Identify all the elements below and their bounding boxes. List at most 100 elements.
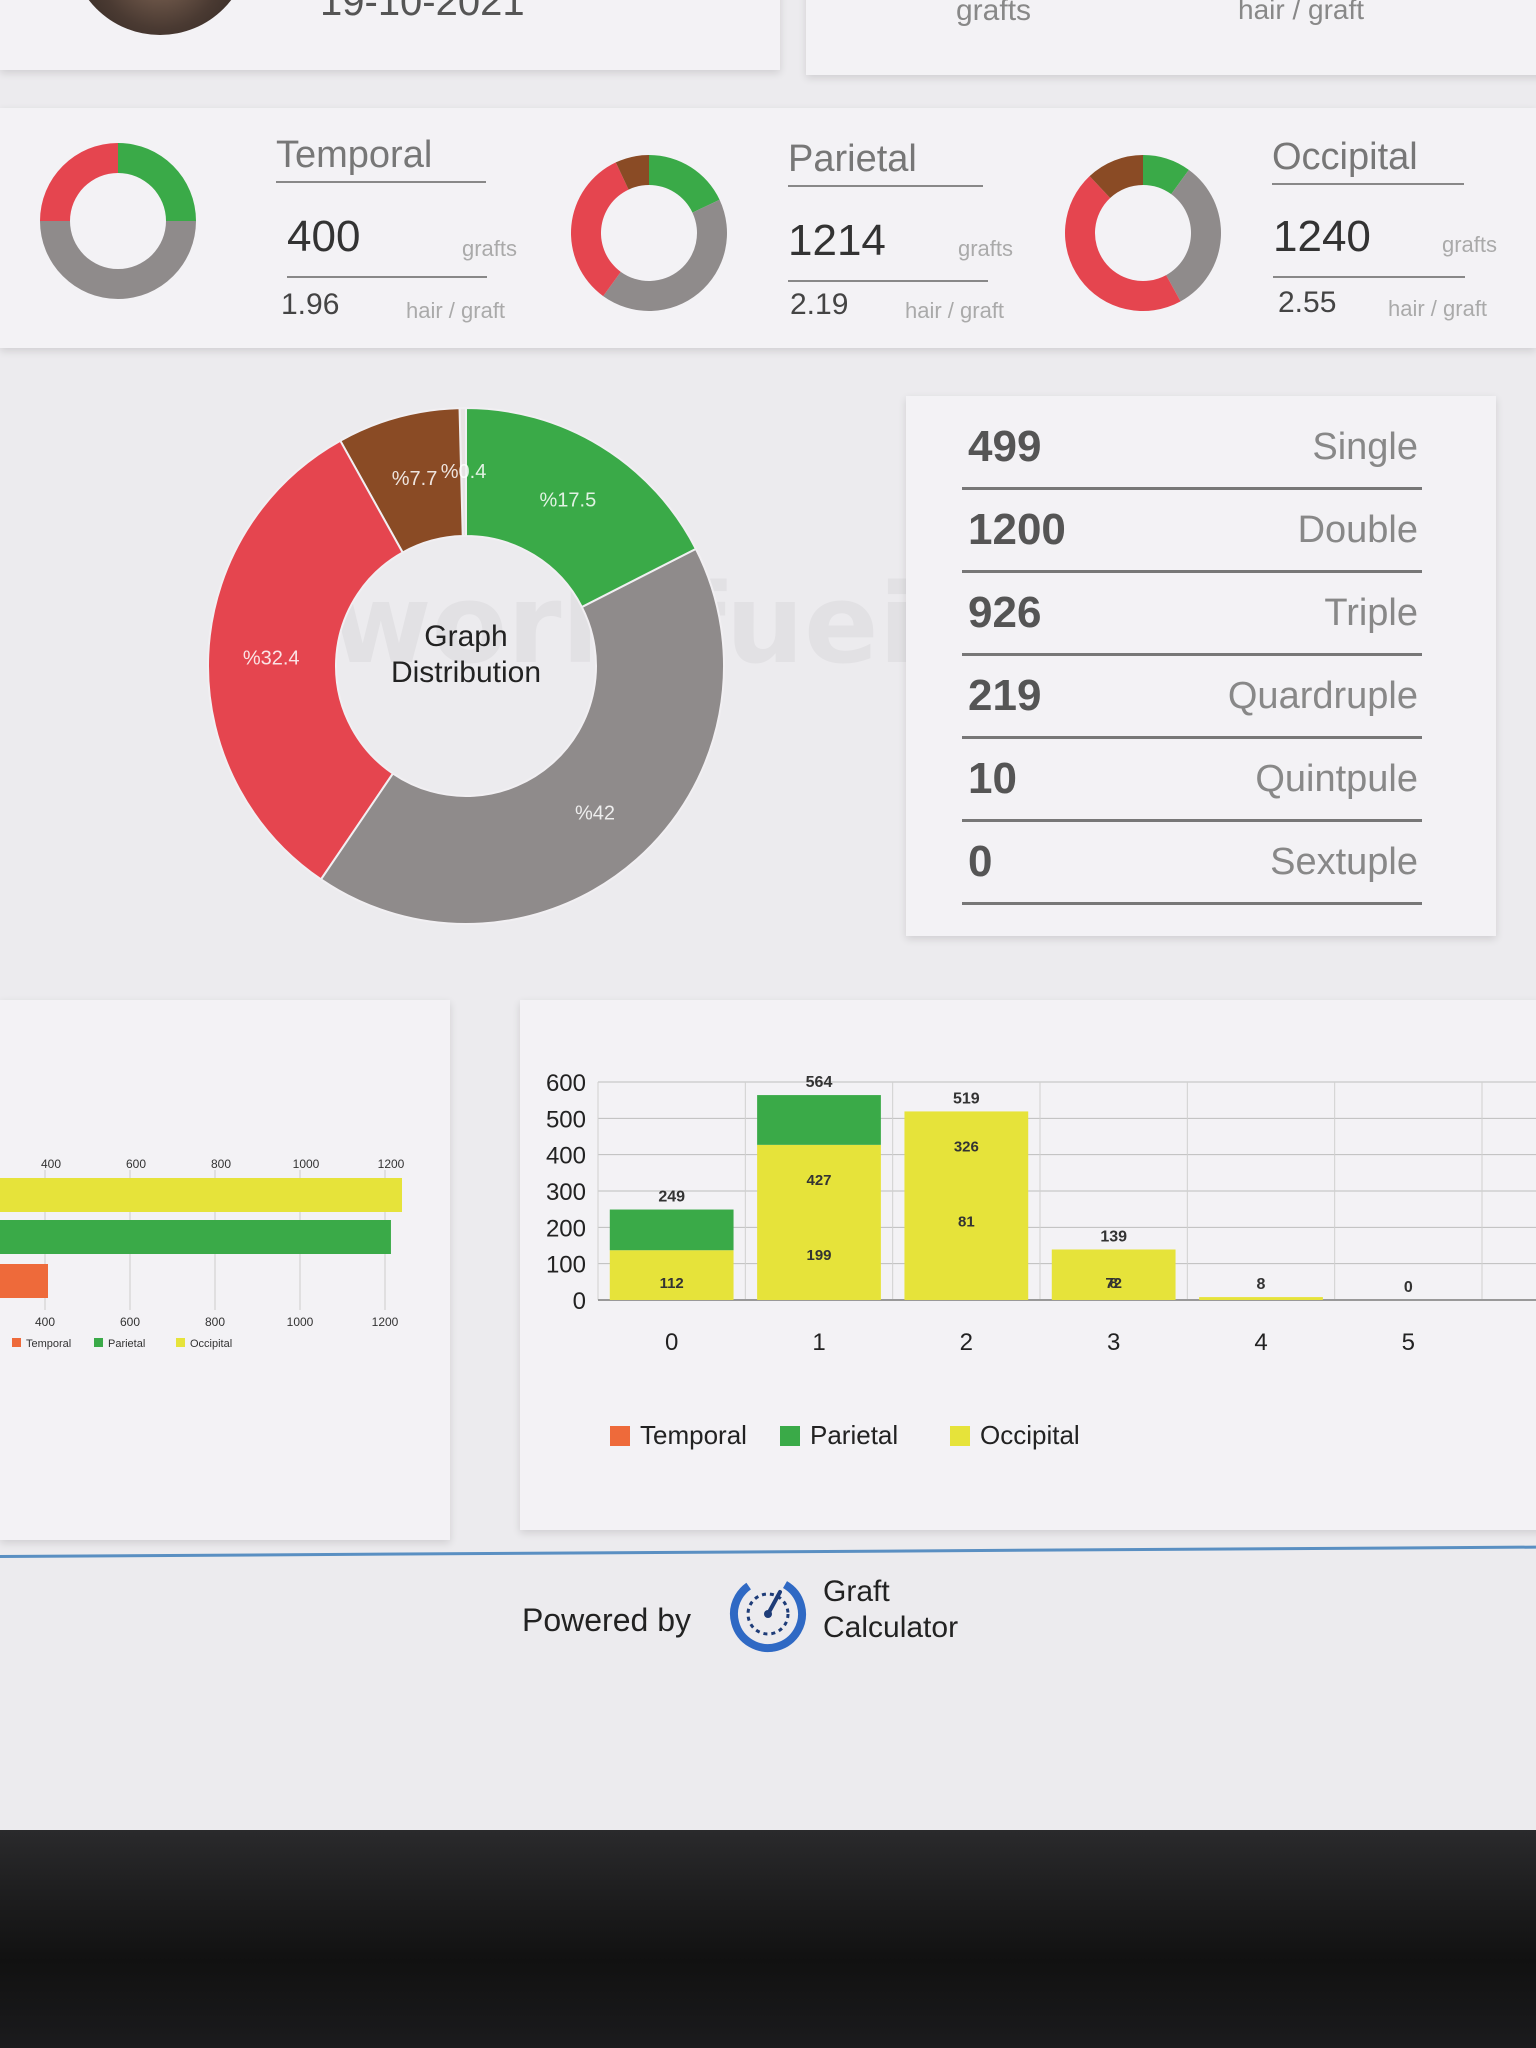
vbar-legend-swatch — [780, 1426, 800, 1446]
stat-value: 499 — [968, 422, 1042, 471]
vbar-x-tick: 1 — [812, 1329, 825, 1356]
temporal-donut — [40, 143, 196, 299]
vbar-y-tick: 200 — [546, 1215, 586, 1242]
totals-card: grafts hair / graft — [806, 0, 1536, 75]
brand-name: Graft Calculator — [823, 1574, 958, 1646]
vbar-segment-label: 8 — [1109, 1275, 1117, 1292]
hbar-legend-swatch — [94, 1338, 103, 1347]
hbar-legend-swatch — [176, 1338, 185, 1347]
hbar-legend-label: Temporal — [26, 1338, 71, 1350]
vbar-total-label: 519 — [953, 1090, 980, 1107]
donut-segment — [1143, 155, 1189, 195]
vbar-total-label: 564 — [806, 1074, 833, 1091]
vbar-segment-occipital — [609, 1250, 734, 1300]
donut-segment — [1166, 169, 1221, 302]
vbar-legend-swatch — [950, 1426, 970, 1446]
stat-value: 0 — [968, 837, 993, 886]
hbar-legend-label: Occipital — [190, 1338, 232, 1350]
vbar-segment-label: 72 — [1105, 1275, 1122, 1292]
donut-segment — [603, 199, 727, 311]
distribution-slice — [319, 547, 725, 925]
patient-card: 19-10-2021 — [0, 0, 780, 70]
stat-label: Quardruple — [1227, 675, 1418, 717]
hbar-legend-swatch — [12, 1338, 21, 1347]
horizontal-bar-chart: 400 600 800 1000 1200 400 600 800 1000 1200 Tempor… — [0, 1157, 405, 1350]
temporal-ratio-unit: hair / graft — [406, 298, 506, 323]
stat-value: 926 — [968, 588, 1042, 637]
brand-line2: Calculator — [823, 1611, 959, 1644]
vbar-legend-label: Temporal — [640, 1420, 747, 1450]
vbar-segment-label: 81 — [958, 1213, 975, 1230]
vbar-segment-label: 199 — [806, 1247, 831, 1264]
distribution-slice — [207, 439, 405, 881]
hbar-top-tick: 400 — [41, 1157, 61, 1171]
distribution-slice-label: %42 — [575, 802, 615, 824]
parietal-ratio: 2.19 — [790, 288, 849, 321]
parietal-label: Parietal — [788, 138, 983, 187]
report-date: 19-10-2021 — [320, 0, 525, 24]
donut-segment — [40, 143, 118, 221]
stat-label: Quintpule — [1255, 758, 1418, 800]
vbar-total-label: 0 — [1404, 1279, 1413, 1296]
parietal-donut — [571, 155, 727, 311]
hbar-bottom-tick: 1000 — [287, 1315, 314, 1329]
hbar-bottom-tick: 1200 — [372, 1315, 399, 1329]
occipital-ratio-unit: hair / graft — [1388, 296, 1488, 321]
distribution-chart: Graph Distribution %17.5 %42 %32.4 %7.7 %0.4 — [207, 406, 725, 925]
occipital-divider — [1273, 276, 1465, 278]
vbar-total-label: 8 — [1257, 1276, 1266, 1293]
donut-segment — [118, 143, 196, 221]
stat-row-single: 499 Single — [962, 410, 1422, 490]
distribution-slice-label: %32.4 — [243, 647, 300, 669]
donut-segment — [649, 155, 720, 213]
donut-segment — [571, 162, 629, 297]
total-hair-unit: hair / graft — [1238, 0, 1365, 25]
distribution-slice-label: %17.5 — [540, 490, 597, 512]
hbar-bar-parietal — [0, 1220, 391, 1254]
vbar-x-tick: 5 — [1402, 1329, 1415, 1356]
stat-row-triple: 926 Triple — [962, 576, 1422, 656]
parietal-grafts: 1214 — [788, 216, 886, 265]
stat-label: Triple — [1324, 592, 1418, 634]
distribution-slice-label: %7.7 — [392, 468, 438, 490]
hbar-top-tick: 1200 — [378, 1157, 405, 1171]
background-surface — [0, 1830, 1536, 2048]
vbar-segment-occipital — [904, 1111, 1029, 1300]
graft-type-card: 499 Single 1200 Double 926 Triple 219 Qu… — [906, 396, 1496, 936]
stat-label: Single — [1312, 426, 1418, 468]
vbar-y-tick: 100 — [546, 1252, 586, 1279]
distribution-slice — [338, 407, 464, 554]
temporal-label: Temporal — [276, 134, 486, 183]
distribution-center-line2: Distribution — [391, 656, 541, 689]
vbar-y-tick: 300 — [546, 1179, 586, 1206]
hbar-bottom-tick: 400 — [35, 1315, 55, 1329]
vbar-y-tick: 400 — [546, 1143, 586, 1170]
occipital-grafts: 1240 — [1273, 212, 1371, 261]
stat-label: Double — [1297, 509, 1418, 551]
vbar-segment-occipital — [1199, 1297, 1323, 1300]
vbar-segment-occipital — [1051, 1249, 1176, 1300]
stacked-bar-chart: 0010010020020030030040040050050060060024… — [546, 1070, 1536, 1450]
temporal-grafts-unit: grafts — [462, 236, 518, 261]
powered-by-text: Powered by — [522, 1602, 691, 1638]
stat-value: 1200 — [968, 505, 1066, 554]
vbar-total-label: 249 — [658, 1189, 685, 1206]
vbar-x-tick: 0 — [665, 1329, 678, 1356]
vbar-legend-swatch — [610, 1426, 630, 1446]
brand-line1: Graft — [823, 1575, 890, 1608]
distribution-slice-label: %0.4 — [441, 461, 487, 483]
hbar-top-tick: 600 — [126, 1157, 146, 1171]
stat-value: 10 — [968, 754, 1017, 803]
total-grafts-unit: grafts — [956, 0, 1032, 27]
occipital-label: Occipital — [1272, 136, 1464, 185]
parietal-grafts-unit: grafts — [958, 236, 1014, 261]
vbar-segment-label: 326 — [954, 1138, 979, 1155]
donut-segment — [615, 155, 649, 190]
occipital-ratio: 2.55 — [1278, 286, 1337, 319]
vbar-segment-occipital — [757, 1144, 881, 1300]
vbar-total-label: 139 — [1100, 1228, 1127, 1245]
avatar — [70, 0, 250, 35]
donut-segment — [40, 221, 196, 299]
stat-row-sextuple: 0 Sextuple — [962, 825, 1422, 905]
hbar-bottom-tick: 600 — [120, 1315, 140, 1329]
